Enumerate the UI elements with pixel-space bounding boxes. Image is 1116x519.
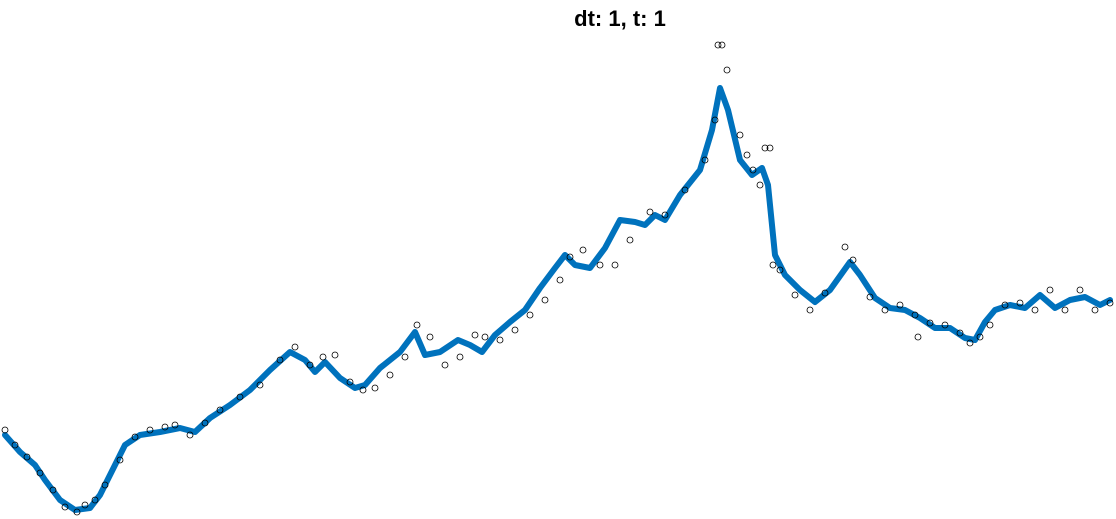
scatter-point [471,331,479,339]
scatter-point [441,361,449,369]
scatter-point [681,186,689,194]
scatter-point [511,326,519,334]
scatter-point [186,431,194,439]
scatter-point [714,41,722,49]
scatter-point [711,116,719,124]
scatter-point [413,321,421,329]
scatter-point [236,393,244,401]
scatter-point [1106,299,1114,307]
scatter-point [319,353,327,361]
scatter-point [496,336,504,344]
scatter-point [1046,286,1054,294]
scatter-point [881,306,889,314]
scatter-point [116,456,124,464]
scatter-point [1061,306,1069,314]
scatter-point [911,311,919,319]
scatter-point [146,426,154,434]
scatter-point [1031,306,1039,314]
scatter-point [896,301,904,309]
scatter-point [701,156,709,164]
scatter-point [91,496,99,504]
scatter-point [256,381,264,389]
scatter-point [306,361,314,369]
scatter-point [723,66,731,74]
scatter-point [61,503,69,511]
scatter-point [1076,286,1084,294]
scatter-point [766,144,774,152]
scatter-point [456,353,464,361]
scatter-point [761,144,769,152]
scatter-point [11,441,19,449]
scatter-point [566,253,574,261]
scatter-point [359,386,367,394]
scatter-point [966,339,974,347]
scatter-point [386,371,394,379]
scatter-point [791,291,799,299]
scatter-point [161,423,169,431]
scatter-point [291,343,299,351]
scatter-point [73,508,81,516]
scatter-point [956,329,964,337]
scatter-point [596,261,604,269]
scatter-point [276,356,284,364]
scatter-point [626,236,634,244]
scatter-point [976,333,984,341]
scatter-point [541,296,549,304]
scatter-point [776,266,784,274]
scatter-point [1,426,9,434]
scatter-point [1091,306,1099,314]
scatter-point [81,501,89,509]
scatter-point [526,311,534,319]
scatter-point [866,293,874,301]
scatter-point [401,353,409,361]
scatter-point [131,433,139,441]
scatter-point [646,208,654,216]
scatter-point [718,41,726,49]
scatter-point [331,351,339,359]
scatter-point [36,469,44,477]
scatter-point [171,421,179,429]
scatter-point [769,261,777,269]
scatter-point [849,256,857,264]
scatter-point [736,131,744,139]
scatter-point [611,261,619,269]
scatter-point [426,333,434,341]
scatter-point [821,289,829,297]
scatter-point [661,211,669,219]
scatter-point [371,384,379,392]
scatter-point [914,333,922,341]
scatter-point [101,481,109,489]
scatter-point [201,419,209,427]
scatter-point [806,306,814,314]
chart-title: dt: 1, t: 1 [574,6,666,31]
scatter-point [481,333,489,341]
line [2,85,1113,513]
scatter-point [986,321,994,329]
scatter-point [579,246,587,254]
scatter-point [23,453,31,461]
scatter-point [743,151,751,159]
scatter-point [749,166,757,174]
scatter-point [216,406,224,414]
scatter-point [49,486,57,494]
scatter-point [926,319,934,327]
scatter-point [556,276,564,284]
scatter-point [941,321,949,329]
scatter-point [346,378,354,386]
scatter-point [841,243,849,251]
scatter-point [1016,299,1024,307]
scatter-point [1001,301,1009,309]
scatter-point [756,181,764,189]
